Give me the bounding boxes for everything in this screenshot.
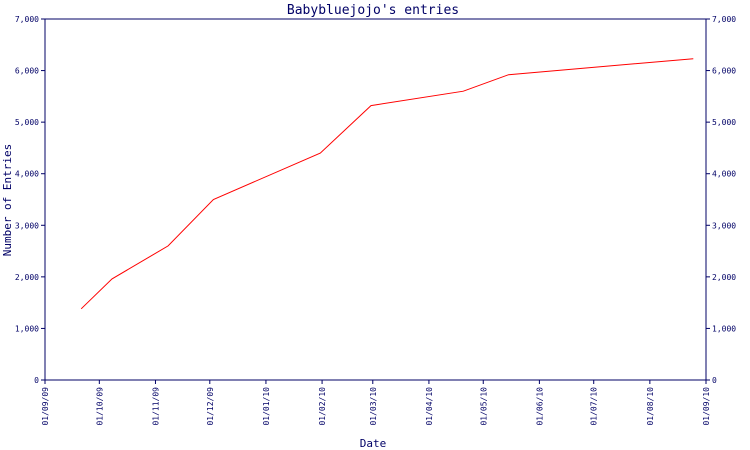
y-tick-right-label: 5,000 xyxy=(712,118,736,127)
x-tick-label: 01/06/10 xyxy=(535,387,544,426)
x-axis: 01/09/09 01/10/09 01/11/09 01/12/09 01/01/10… xyxy=(41,380,711,426)
x-tick-label: 01/07/10 xyxy=(590,387,599,426)
x-tick-label: 01/11/09 xyxy=(151,387,160,426)
y-axis-label: Number of Entries xyxy=(1,144,14,257)
x-tick-label: 01/03/10 xyxy=(369,387,378,426)
y-tick-left-label: 7,000 xyxy=(15,15,39,24)
y-tick-left-label: 1,000 xyxy=(15,324,39,333)
y-tick-right-label: 2,000 xyxy=(712,273,736,282)
y-tick-right-label: 6,000 xyxy=(712,67,736,76)
x-tick-label: 01/04/10 xyxy=(425,387,434,426)
series-layer xyxy=(80,58,694,310)
y-axis-right: 0 1,000 2,000 3,000 4,000 5,000 6,000 7,000 xyxy=(706,15,736,385)
plot-frame xyxy=(44,18,707,381)
y-tick-left-label: 3,000 xyxy=(15,221,39,230)
x-tick-label: 01/09/09 xyxy=(41,387,50,426)
y-tick-right-label: 7,000 xyxy=(712,15,736,24)
y-tick-right-label: 0 xyxy=(712,376,717,385)
x-axis-label: Date xyxy=(360,437,387,450)
y-tick-left-label: 4,000 xyxy=(15,170,39,179)
x-tick-label: 01/08/10 xyxy=(646,387,655,426)
y-axis-left: 0 1,000 2,000 3,000 4,000 5,000 6,000 7,000 xyxy=(15,15,45,385)
x-tick-label: 01/05/10 xyxy=(479,387,488,426)
x-tick-label: 01/12/09 xyxy=(206,387,215,426)
x-tick-label: 01/10/09 xyxy=(95,387,104,426)
y-tick-left-label: 2,000 xyxy=(15,273,39,282)
x-tick-label: 01/09/10 xyxy=(702,387,711,426)
y-tick-right-label: 4,000 xyxy=(712,170,736,179)
y-tick-left-label: 6,000 xyxy=(15,67,39,76)
y-tick-left-label: 0 xyxy=(34,376,39,385)
y-tick-left-label: 5,000 xyxy=(15,118,39,127)
x-tick-label: 01/01/10 xyxy=(262,387,271,426)
chart-title: Babybluejojo's entries xyxy=(287,3,459,18)
series-line xyxy=(80,58,694,310)
x-tick-label: 01/02/10 xyxy=(318,387,327,426)
y-tick-right-label: 3,000 xyxy=(712,221,736,230)
y-tick-right-label: 1,000 xyxy=(712,324,736,333)
